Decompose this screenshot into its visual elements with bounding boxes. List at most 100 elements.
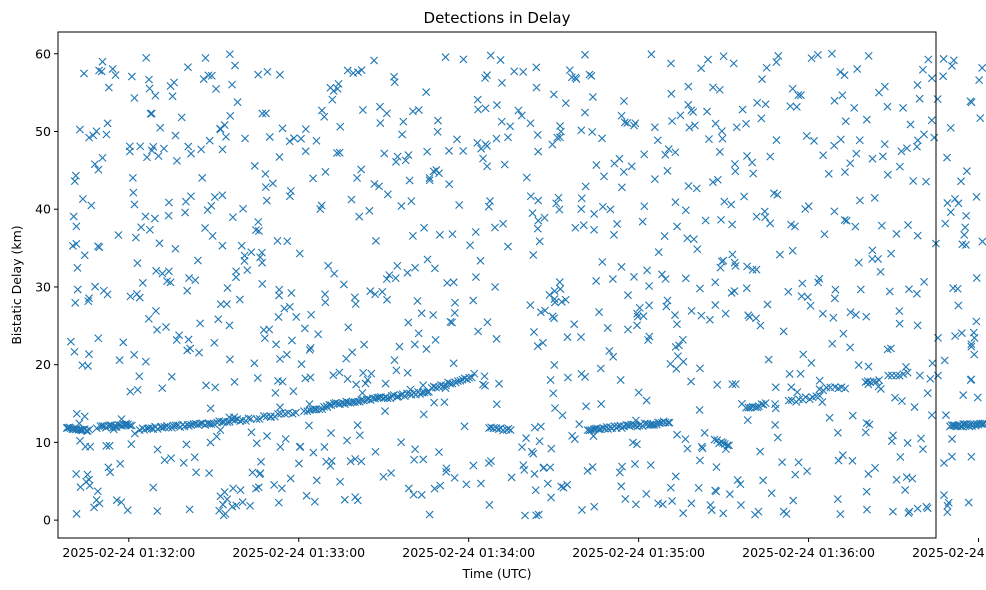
detection-marker xyxy=(825,413,834,422)
detection-marker xyxy=(406,385,415,394)
detection-marker xyxy=(160,456,169,465)
detection-marker xyxy=(197,145,206,154)
detection-marker xyxy=(218,500,227,509)
detection-marker xyxy=(89,131,98,140)
detection-marker xyxy=(449,359,458,368)
detection-marker xyxy=(939,54,948,63)
detection-marker xyxy=(294,459,303,468)
detection-marker xyxy=(957,329,966,338)
detection-marker xyxy=(766,152,775,161)
detection-marker xyxy=(708,178,717,187)
detection-marker xyxy=(671,311,679,320)
detection-marker xyxy=(940,491,949,500)
detection-marker xyxy=(717,215,726,224)
detection-marker xyxy=(534,510,543,519)
detection-marker xyxy=(430,264,439,273)
detection-marker xyxy=(98,153,107,162)
detection-marker xyxy=(94,334,103,343)
detection-marker xyxy=(150,214,159,223)
detection-marker xyxy=(199,75,208,84)
detection-marker xyxy=(633,309,642,318)
detection-marker xyxy=(226,111,235,120)
detection-marker xyxy=(788,246,797,255)
detection-marker xyxy=(359,368,368,377)
detection-marker xyxy=(842,216,851,225)
detection-marker xyxy=(864,51,873,60)
detection-marker xyxy=(549,90,558,99)
detection-marker xyxy=(73,263,82,272)
detection-marker xyxy=(556,284,565,293)
y-axis-label: Bistatic Delay (km) xyxy=(9,225,24,344)
detection-marker xyxy=(450,473,459,482)
detection-marker xyxy=(883,170,892,179)
detection-marker xyxy=(305,345,314,354)
detection-marker xyxy=(654,248,663,257)
detection-marker xyxy=(476,256,485,265)
detection-marker xyxy=(254,483,263,492)
detection-marker xyxy=(126,292,135,301)
detection-marker xyxy=(296,442,305,451)
detection-marker xyxy=(167,372,176,381)
detection-marker xyxy=(383,394,392,403)
detection-marker xyxy=(740,192,749,201)
detection-marker xyxy=(321,167,330,176)
detection-marker xyxy=(443,278,452,287)
detection-marker xyxy=(536,422,545,431)
detection-marker xyxy=(627,162,636,171)
detection-marker xyxy=(908,474,917,483)
detection-marker xyxy=(749,169,758,178)
detection-marker xyxy=(868,154,877,163)
detection-marker xyxy=(603,323,612,332)
detection-marker xyxy=(801,393,810,402)
detection-marker xyxy=(949,284,958,293)
detection-marker xyxy=(271,388,280,397)
detection-marker xyxy=(381,379,390,388)
detection-marker xyxy=(665,418,674,427)
detection-marker xyxy=(479,380,487,389)
detection-marker xyxy=(154,152,163,161)
detection-marker xyxy=(683,234,692,243)
detection-marker xyxy=(899,370,908,379)
detection-marker xyxy=(425,510,434,519)
detection-marker xyxy=(361,379,370,388)
detection-marker xyxy=(838,91,847,100)
detection-marker xyxy=(185,274,194,283)
detection-marker xyxy=(397,438,406,447)
detection-marker xyxy=(117,498,126,507)
detection-marker xyxy=(913,504,922,513)
detection-marker xyxy=(631,416,640,425)
detection-marker xyxy=(171,131,180,140)
detection-marker xyxy=(519,461,528,470)
detection-marker xyxy=(306,343,315,352)
detection-marker xyxy=(772,136,781,145)
detection-marker xyxy=(72,470,81,479)
x-tick-label: 2025-02-24 01:34:00 xyxy=(402,545,535,560)
detection-marker xyxy=(145,225,154,234)
detection-marker xyxy=(291,408,300,417)
detection-marker xyxy=(335,368,344,377)
detection-marker xyxy=(585,70,594,79)
x-tick-label: 2025-02-24 01:35:00 xyxy=(572,545,705,560)
detection-marker xyxy=(819,151,828,160)
detection-marker xyxy=(336,122,345,131)
detection-marker xyxy=(301,147,310,156)
detection-marker xyxy=(810,136,819,145)
detection-marker xyxy=(177,113,186,122)
detection-marker xyxy=(752,314,761,323)
detection-marker xyxy=(865,420,874,429)
detection-marker xyxy=(339,280,348,289)
detection-marker xyxy=(709,83,717,92)
detection-marker xyxy=(522,434,531,443)
detection-marker xyxy=(864,362,873,371)
detection-marker xyxy=(262,196,271,205)
detection-marker xyxy=(221,132,230,141)
detection-marker xyxy=(314,330,323,339)
detection-marker xyxy=(913,142,921,151)
detection-marker xyxy=(381,407,390,416)
detection-marker xyxy=(248,468,257,477)
detection-marker xyxy=(862,115,871,124)
detection-marker xyxy=(196,319,205,328)
detection-marker xyxy=(135,372,144,381)
detection-marker xyxy=(275,70,284,79)
detection-marker xyxy=(710,435,719,444)
